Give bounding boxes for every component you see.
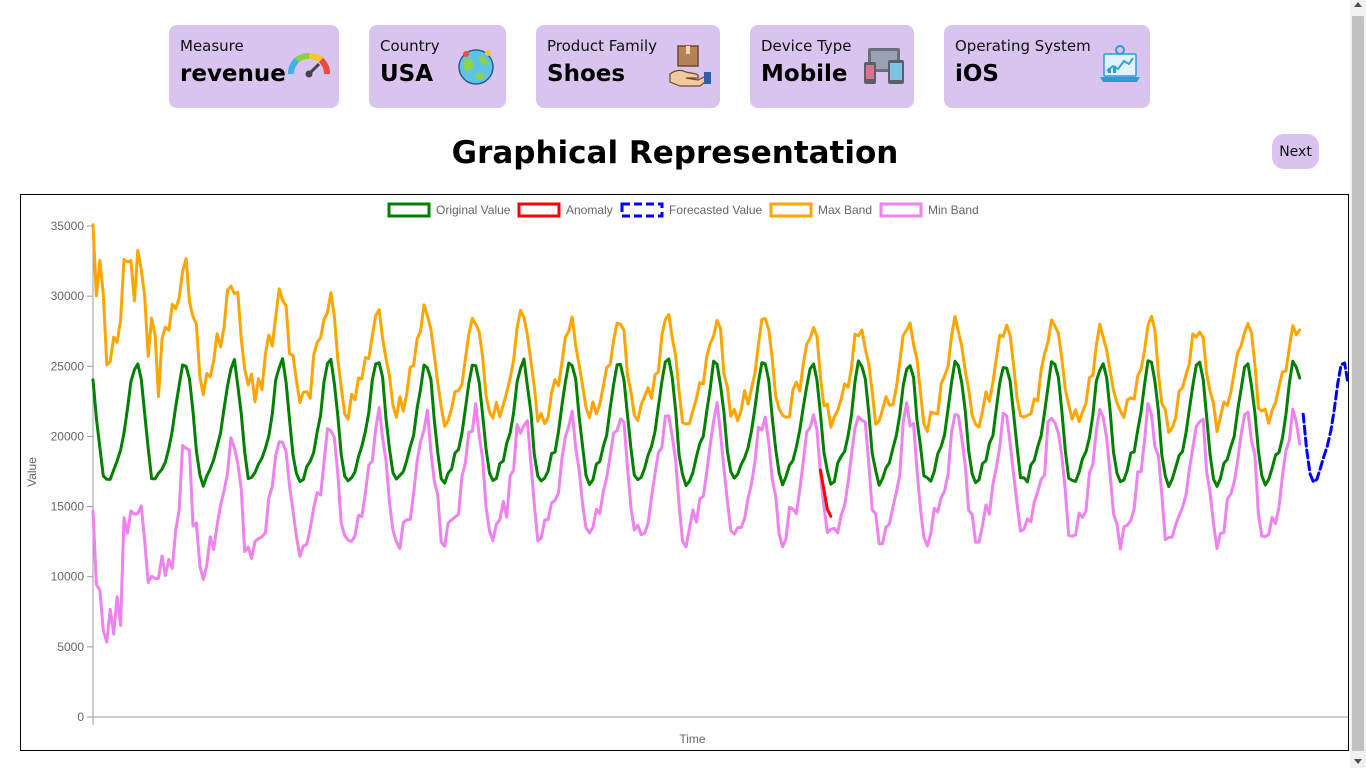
y-tick-label: 25000 [51,359,85,373]
y-tick-label: 5000 [57,640,84,654]
measure-label: Measure [180,37,244,55]
globe-icon [458,49,494,85]
package-hand-icon [669,45,711,87]
country-card: Country USA [369,25,506,108]
legend-label-anomaly: Anomaly [566,203,613,217]
y-tick-label: 20000 [51,429,85,443]
y-tick-label: 0 [77,710,84,724]
devices-icon [864,48,904,84]
legend-swatch-forecasted-value [620,202,664,218]
legend-swatch-max-band [769,202,813,218]
x-axis-label: Time [679,732,706,746]
legend-label-forecasted-value: Forecasted Value [669,203,762,217]
product-family-card: Product Family Shoes [536,25,720,108]
country-value: USA [380,61,434,87]
legend-swatch-anomaly [517,202,561,218]
device-type-card: Device Type Mobile [750,25,914,108]
legend-label-min-band: Min Band [928,203,979,217]
legend-swatch-original-value [387,202,431,218]
y-tick-label: 15000 [51,500,85,514]
gauge-icon [288,53,330,78]
summary-cards: Measure revenue Country USA Product Fami… [0,25,1350,108]
legend-swatch-min-band [879,202,923,218]
next-button[interactable]: Next [1272,134,1319,169]
y-tick-label: 30000 [51,289,85,303]
product-family-value: Shoes [547,61,626,87]
series-max-band-line [91,223,1302,434]
chart-container: 0 5000 10000 15000 20000 25000 30000 35000 Time V… [20,194,1349,751]
time-series-chart: 0 5000 10000 15000 20000 25000 30000 35000 Time V… [25,202,1348,746]
legend-label-original-value: Original Value [436,203,511,217]
scrollbar-thumb[interactable] [1352,16,1364,751]
series-original-value-line [91,357,1302,489]
page-title: Graphical Representation [451,135,899,171]
series-anomaly-line [819,468,833,518]
measure-value: revenue [180,61,286,87]
device-type-value: Mobile [761,61,848,87]
legend-label-max-band: Max Band [818,203,872,217]
vertical-scrollbar[interactable] [1350,0,1366,768]
y-axis-label: Value [25,457,39,487]
measure-card: Measure revenue [169,25,339,108]
operating-system-value: iOS [955,61,1000,87]
y-tick-label: 35000 [51,219,85,233]
scroll-down-arrow-icon[interactable] [1354,759,1362,764]
operating-system-label: Operating System [955,37,1091,55]
product-family-label: Product Family [547,37,657,55]
series-min-band-line [91,401,1302,644]
device-type-label: Device Type [761,37,852,55]
laptop-analytics-icon [1100,45,1140,82]
scroll-up-arrow-icon[interactable] [1354,2,1362,7]
y-tick-label: 10000 [51,570,85,584]
country-label: Country [380,37,440,55]
series-forecasted-value-line [1301,361,1348,484]
operating-system-card: Operating System iOS [944,25,1150,108]
